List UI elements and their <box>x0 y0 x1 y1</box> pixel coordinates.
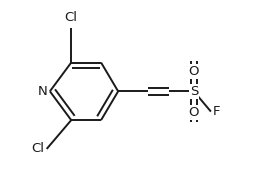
Text: F: F <box>213 105 220 118</box>
Text: N: N <box>38 85 48 98</box>
Text: O: O <box>188 106 199 119</box>
Text: Cl: Cl <box>65 11 78 24</box>
Text: S: S <box>190 85 198 98</box>
Text: Cl: Cl <box>32 142 45 155</box>
Text: O: O <box>188 65 199 78</box>
